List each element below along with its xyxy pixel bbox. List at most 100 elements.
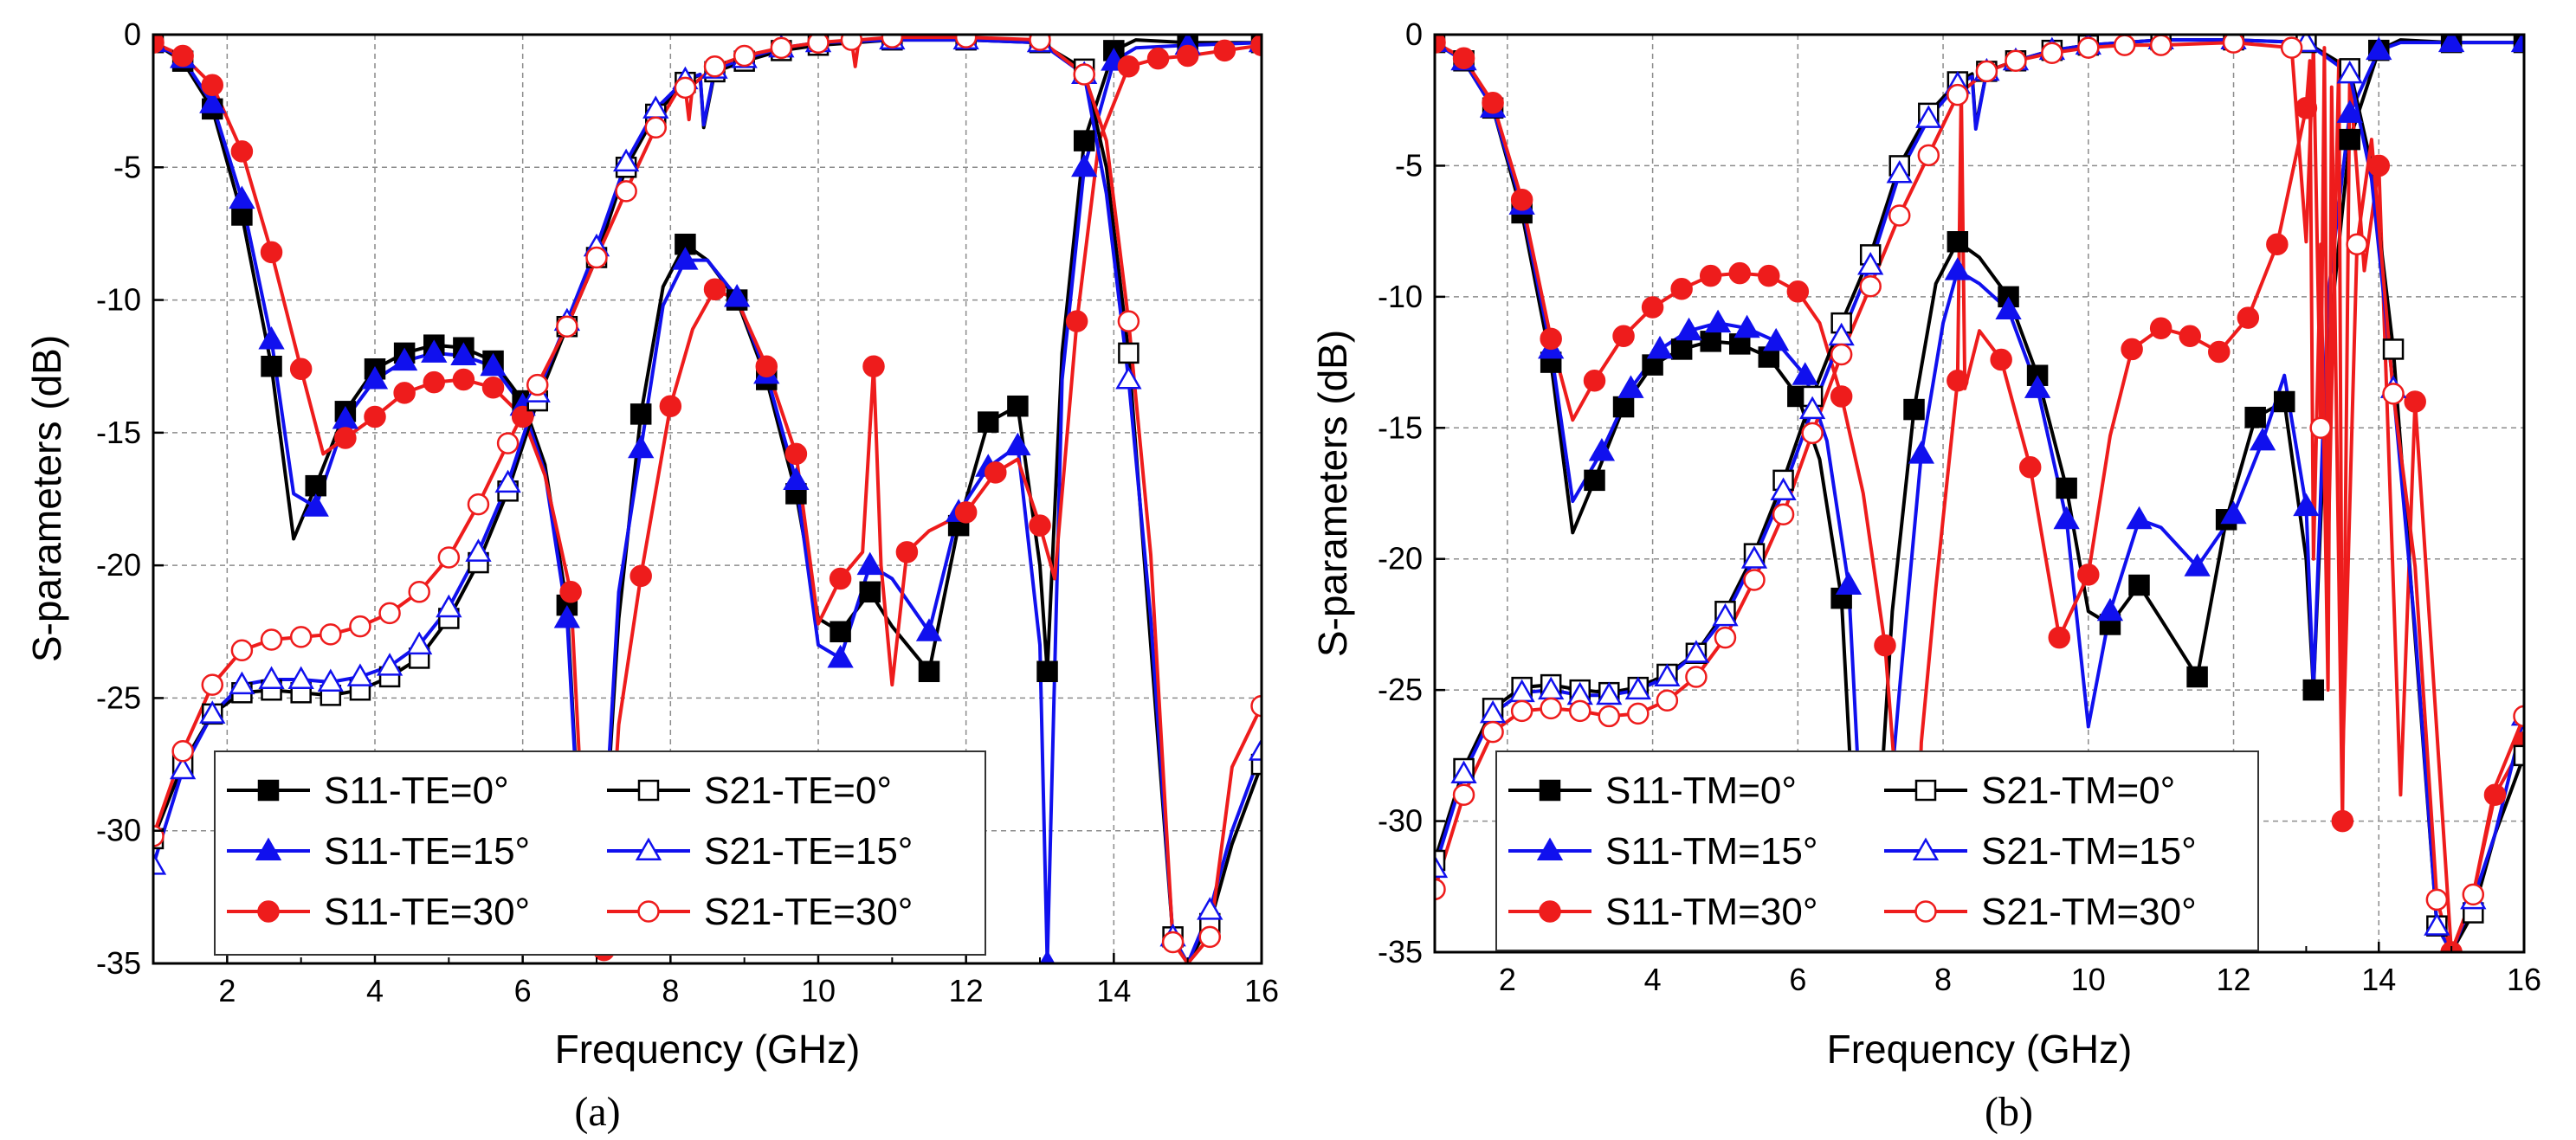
data-point [201, 74, 224, 96]
data-point [334, 427, 357, 449]
legend-swatch-marker [257, 900, 280, 923]
data-point [1733, 314, 1760, 338]
data-point [1801, 422, 1824, 445]
data-point [1763, 327, 1790, 351]
x-axis-title-a: Frequency (GHz) [555, 1027, 861, 1072]
data-point [496, 432, 520, 454]
data-point [628, 435, 655, 459]
data-point [2018, 455, 2042, 479]
data-point [1903, 398, 1925, 421]
y-tick-label: -10 [1378, 279, 1423, 314]
data-point [2149, 317, 2172, 339]
data-point [674, 76, 697, 100]
x-tick-label: 8 [1934, 962, 1952, 997]
data-point [1627, 702, 1650, 725]
data-point [481, 376, 505, 399]
legend-entry: S11-TE=30° [324, 891, 530, 933]
data-point [1714, 626, 1737, 649]
data-point [1670, 278, 1693, 300]
x-tick-label: 16 [1244, 973, 1279, 1008]
data-point [230, 140, 254, 163]
y-tick-label: -15 [96, 415, 141, 450]
data-point [1612, 396, 1635, 418]
data-point [2266, 233, 2289, 256]
data-point [2513, 705, 2524, 728]
data-point [1450, 760, 1477, 784]
data-point [829, 567, 852, 590]
data-point [2208, 340, 2231, 364]
data-point [346, 663, 374, 686]
panel-label-b: (b) [1985, 1089, 2033, 1135]
data-point [1830, 343, 1853, 366]
data-point [2293, 493, 2320, 517]
data-point [1117, 55, 1140, 78]
y-tick-label: 0 [1405, 16, 1423, 52]
legend-swatch-marker [637, 779, 660, 802]
legend-box [1495, 750, 2259, 951]
data-point [1786, 280, 1810, 303]
data-point [1792, 362, 1818, 385]
legend-swatch-marker [1539, 779, 1561, 802]
x-ticks-a: 2 4 6 8 10 12 14 16 [152, 953, 1279, 1008]
data-point [1598, 705, 1621, 728]
data-point [1250, 753, 1262, 776]
data-point [1670, 338, 1693, 360]
data-point [1117, 310, 1140, 332]
data-point [526, 373, 549, 396]
x-tick-label: 6 [514, 973, 532, 1008]
legend-entry: S21-TM=0° [1981, 770, 2175, 812]
data-point [2041, 42, 2063, 64]
data-point [2096, 597, 2124, 622]
data-point [1118, 342, 1140, 364]
data-point [807, 35, 830, 54]
data-point [1482, 91, 1504, 114]
data-point [1830, 385, 1853, 408]
data-point [229, 671, 255, 695]
x-tick-label: 2 [1499, 962, 1516, 997]
x-tick-label: 12 [2217, 962, 2251, 997]
data-point [2295, 97, 2318, 119]
data-point [1213, 39, 1236, 62]
data-point [1197, 897, 1223, 920]
data-point [452, 368, 475, 391]
x-tick-label: 8 [662, 973, 679, 1008]
data-point [895, 541, 919, 564]
data-point [2237, 306, 2260, 329]
data-point [229, 185, 255, 209]
legend-entry: S11-TE=0° [324, 770, 509, 812]
data-point [421, 339, 448, 363]
data-point [1758, 264, 1780, 287]
data-point [1947, 370, 1969, 392]
data-point [2367, 154, 2391, 177]
y-ticks-b: 0 -5 -10 -15 -20 -25 -30 -35 [1378, 16, 1445, 969]
data-point [2462, 883, 2485, 906]
data-point [199, 700, 226, 724]
data-point [2121, 338, 2143, 361]
data-point [1036, 660, 1058, 683]
data-point [1743, 569, 1766, 591]
data-point [1510, 189, 1533, 211]
x-tick-label: 4 [1644, 962, 1662, 997]
data-point [2437, 35, 2465, 53]
x-ticks-b: 2 4 6 8 10 12 14 16 [1434, 942, 2541, 997]
data-point [364, 405, 386, 428]
data-point [978, 411, 999, 433]
data-point [361, 366, 389, 390]
data-point [1161, 931, 1185, 954]
data-point [378, 602, 401, 625]
data-point [2336, 60, 2363, 84]
data-point [830, 621, 851, 643]
data-point [629, 403, 652, 425]
y-tick-label: -10 [96, 282, 141, 318]
x-tick-label: 6 [1789, 962, 1806, 997]
data-point [302, 493, 329, 517]
data-point [391, 347, 418, 371]
data-point [1944, 257, 1971, 280]
plot-frame-b [1433, 33, 2526, 954]
data-point [2077, 564, 2100, 586]
data-point [918, 660, 940, 683]
data-point [1712, 602, 1739, 627]
data-point [2222, 35, 2245, 54]
data-point [733, 44, 756, 68]
data-point [2309, 416, 2332, 440]
